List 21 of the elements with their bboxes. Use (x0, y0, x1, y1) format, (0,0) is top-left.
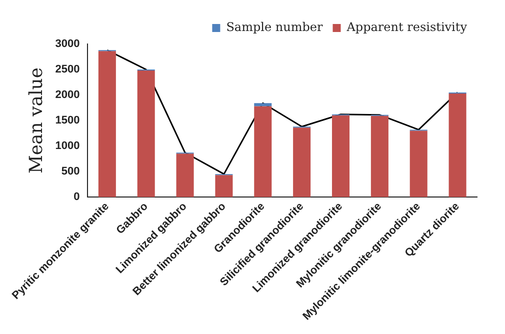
bar (215, 175, 233, 198)
bar (254, 106, 272, 198)
y-tick-label: 3000 (55, 38, 80, 50)
bar (98, 51, 116, 198)
y-tick-label: 1000 (55, 140, 80, 152)
bar (176, 154, 194, 198)
y-tick-label: 1500 (55, 114, 80, 127)
bar (370, 116, 388, 198)
bar (448, 93, 466, 198)
bar (137, 70, 155, 198)
y-tick-label: 2500 (55, 64, 80, 76)
bar (410, 130, 428, 198)
legend-label: Apparent resistivity (346, 20, 468, 34)
y-tick-label: 500 (61, 166, 80, 178)
bar (293, 128, 311, 198)
legend-label: Sample number (226, 20, 324, 34)
bar (332, 115, 350, 198)
y-tick-label: 2000 (55, 89, 80, 102)
y-tick-label: 0 (74, 191, 80, 204)
y-axis-title: Mean value (26, 67, 48, 174)
bar (254, 103, 272, 106)
